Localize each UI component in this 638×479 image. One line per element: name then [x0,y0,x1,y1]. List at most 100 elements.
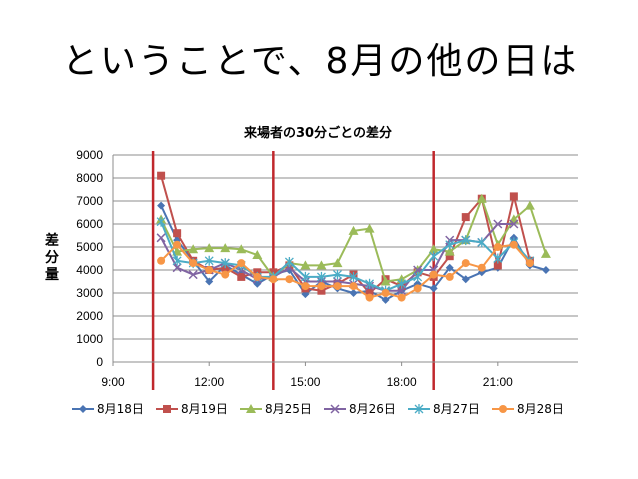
data-point [445,263,454,272]
data-point [476,193,487,203]
data-point [285,275,294,284]
x-tick-label: 21:00 [483,375,513,389]
x-tick-label: 15:00 [290,375,320,389]
data-point [205,266,214,274]
data-point [252,250,263,260]
series [157,240,534,302]
data-point [173,229,182,238]
y-tick-label: 1000 [76,332,103,346]
data-point [414,404,424,414]
data-point [333,269,342,280]
legend-label: 8月28日 [517,402,564,416]
data-point [221,270,230,279]
data-point [204,255,214,266]
data-point [493,219,503,229]
data-point [365,289,374,297]
data-point [163,405,171,413]
data-point [364,223,375,233]
chart-title: 来場者の30分ごとの差分 [243,125,392,141]
data-point [173,240,182,249]
legend-item: 8月28日 [492,402,564,416]
data-point [413,271,423,282]
legend-label: 8月19日 [181,402,228,416]
data-point [172,263,182,273]
data-point [220,258,230,269]
data-point [365,293,374,302]
series-line [160,221,531,292]
data-point [246,404,256,413]
legend-label: 8月26日 [349,402,396,416]
data-point [365,278,375,289]
y-tick-label: 6000 [76,217,103,231]
data-point [509,219,519,229]
data-point [253,272,262,281]
data-point [349,282,358,291]
data-point [493,243,502,251]
data-point [157,201,166,210]
data-point [300,260,311,270]
data-point [300,271,310,282]
data-point [461,275,470,284]
data-point [461,213,470,222]
data-point [381,289,390,297]
data-point [381,295,390,304]
data-point [284,256,294,267]
y-tick-label: 4000 [76,263,103,277]
data-point [316,271,326,282]
data-point [524,200,535,210]
y-axis-label-char: 差 [45,232,59,249]
y-tick-label: 7000 [76,194,103,208]
data-point [204,243,215,253]
data-point [330,404,340,414]
data-point [205,277,214,286]
data-point [332,258,343,268]
data-point [493,253,503,264]
data-point [445,272,454,281]
y-tick-label: 5000 [76,240,103,254]
data-point [429,284,438,293]
data-point [189,259,198,268]
gridlines [113,154,578,340]
data-point [429,270,438,279]
data-point [349,289,358,297]
data-point [237,272,246,281]
y-tick-label: 3000 [76,286,103,300]
data-point [540,248,551,258]
data-point [156,233,166,243]
slide-title: ということで、8月の他の日は [62,41,579,82]
data-point [499,405,507,413]
y-axis-label-char: 分 [45,250,59,266]
data-point [79,405,87,413]
y-tick-label: 0 [96,355,103,369]
data-point [157,171,166,180]
data-point [317,282,326,291]
y-tick-label: 9000 [76,148,103,162]
data-point [461,235,471,246]
data-point [236,244,247,254]
legend-label: 8月18日 [97,402,144,416]
data-point [413,284,422,293]
data-point [348,225,359,235]
data-point [477,263,486,272]
legend-item: 8月25日 [240,402,312,416]
data-point [157,256,166,265]
data-point [509,240,518,249]
data-point [269,275,278,284]
legend-item: 8月19日 [156,402,228,416]
data-point [156,216,166,227]
data-point [333,282,342,291]
data-point [397,293,406,302]
series [156,216,535,296]
data-point [429,251,439,262]
legend-item: 8月27日 [408,402,480,416]
data-point [525,259,534,268]
data-point [301,282,310,291]
data-point [172,255,182,266]
data-point [428,244,439,254]
axes: 0 1000 2000 3000 4000 5000 6000 7000 8000 9000 9:0… [76,148,578,389]
data-point [380,276,391,286]
data-point [397,278,407,289]
x-tick-label: 18:00 [387,375,417,389]
y-axis-label: 差分量 [45,232,59,283]
